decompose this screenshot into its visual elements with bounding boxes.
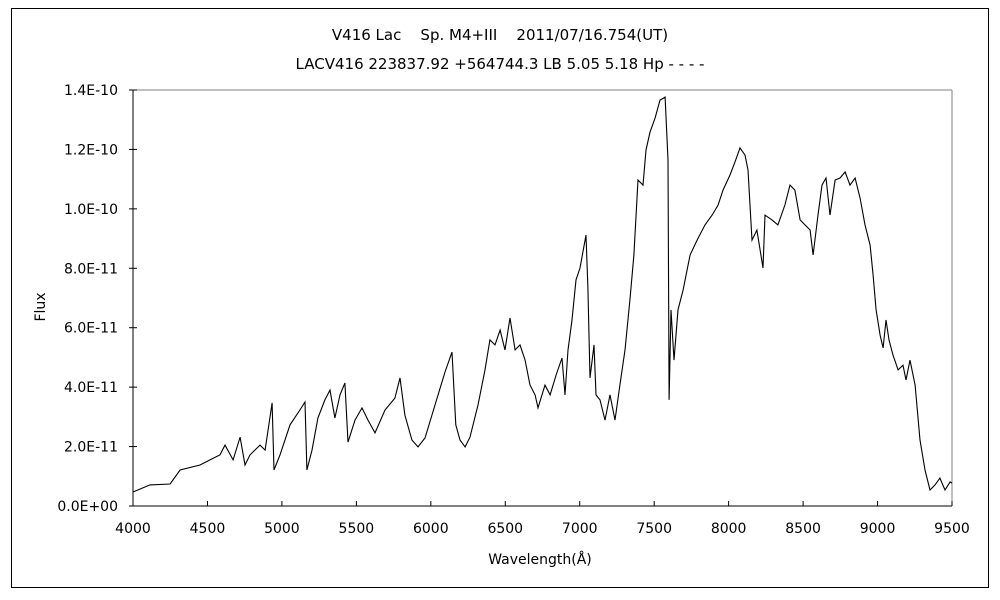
x-tick-label: 9000 [860, 521, 896, 537]
x-tick-label: 5500 [339, 521, 375, 537]
y-tick-label: 6.0E-11 [64, 321, 118, 337]
y-tick-label: 1.0E-10 [64, 202, 118, 218]
chart-subtitle: LACV416 223837.92 +564744.3 LB 5.05 5.18… [296, 55, 705, 73]
y-tick-label: 0.0E+00 [57, 499, 118, 515]
x-tick-label: 4000 [115, 521, 151, 537]
chart-title: V416 Lac Sp. M4+III 2011/07/16.754(UT) [332, 26, 668, 44]
x-tick-label: 7500 [636, 521, 672, 537]
x-axis-label: Wavelength(Å) [488, 551, 592, 568]
x-tick-label: 4500 [190, 521, 226, 537]
y-axis-label: Flux [33, 292, 49, 321]
x-tick-label: 6500 [487, 521, 523, 537]
x-tick-label: 9500 [934, 521, 970, 537]
y-tick-label: 2.0E-11 [64, 440, 118, 456]
x-tick-label: 8000 [711, 521, 747, 537]
x-tick-label: 7000 [562, 521, 598, 537]
chart-frame [11, 8, 989, 588]
y-tick-label: 8.0E-11 [64, 261, 118, 277]
x-tick-label: 6000 [413, 521, 449, 537]
x-tick-label: 8500 [785, 521, 821, 537]
y-tick-label: 4.0E-11 [64, 380, 118, 396]
y-tick-label: 1.4E-10 [64, 83, 118, 99]
x-tick-label: 5000 [264, 521, 300, 537]
y-tick-label: 1.2E-10 [64, 142, 118, 158]
spectrum-line [132, 96, 953, 493]
